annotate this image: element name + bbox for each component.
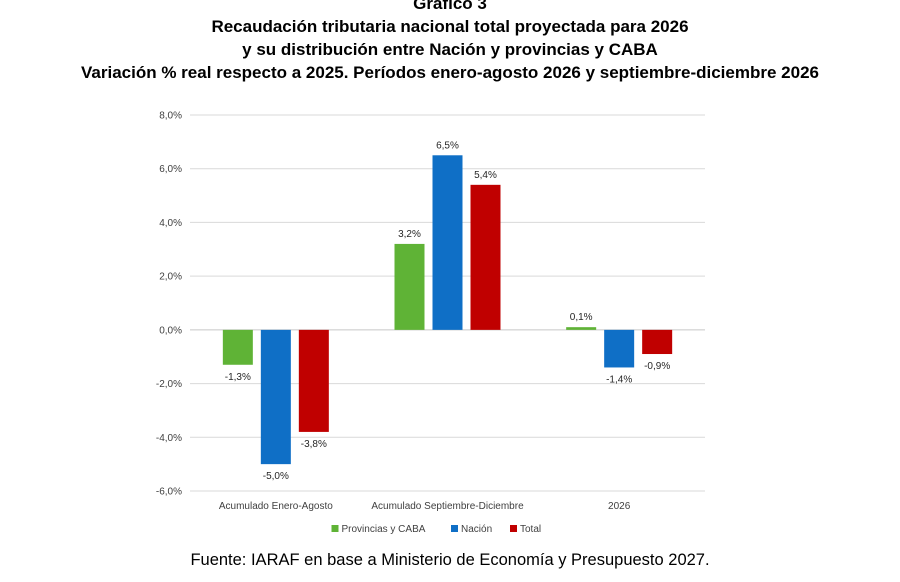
bar xyxy=(298,329,329,432)
legend-swatch xyxy=(451,525,458,532)
legend-swatch xyxy=(331,525,339,532)
bar xyxy=(604,329,635,368)
y-tick-label: 4,0% xyxy=(159,218,182,229)
bar xyxy=(394,243,425,330)
y-tick-label: 0,0% xyxy=(159,325,182,336)
y-tick-label: -4,0% xyxy=(156,433,182,444)
data-label: -1,4% xyxy=(606,374,632,385)
data-label: 3,2% xyxy=(398,229,421,240)
legend-label: Nación xyxy=(461,524,492,535)
bar xyxy=(566,327,597,330)
data-label: -5,0% xyxy=(263,471,289,482)
y-tick-label: -6,0% xyxy=(156,487,182,498)
legend-swatch xyxy=(510,525,517,532)
chart-title-line-2: y su distribución entre Nación y provinc… xyxy=(242,40,658,59)
chart-subtitle: Variación % real respecto a 2025. Períod… xyxy=(81,63,819,82)
legend-label: Total xyxy=(520,524,541,535)
y-tick-label: -2,0% xyxy=(156,379,182,390)
y-tick-label: 2,0% xyxy=(159,272,182,283)
data-label: 5,4% xyxy=(474,170,497,181)
data-label: -3,8% xyxy=(301,439,327,450)
y-tick-label: 6,0% xyxy=(159,164,182,175)
data-label: 0,1% xyxy=(570,312,593,323)
chart-titles: Gráfico 3 Recaudación tributaria naciona… xyxy=(0,0,900,84)
y-tick-label: 8,0% xyxy=(159,111,182,122)
x-tick-label: 2026 xyxy=(608,501,631,512)
legend-label: Provincias y CABA xyxy=(342,524,426,535)
data-label: -0,9% xyxy=(644,361,670,372)
bar xyxy=(432,155,463,330)
source-note: Fuente: IARAF en base a Ministerio de Ec… xyxy=(190,551,710,569)
data-label: -1,3% xyxy=(225,372,251,383)
data-label: 6,5% xyxy=(436,140,459,151)
bar xyxy=(642,329,673,355)
x-tick-label: Acumulado Enero-Agosto xyxy=(219,501,333,512)
x-tick-label: Acumulado Septiembre-Diciembre xyxy=(371,501,524,512)
chart-number: Gráfico 3 xyxy=(413,0,487,13)
bar xyxy=(260,329,291,465)
bar xyxy=(222,329,253,365)
bar xyxy=(470,184,501,330)
chart-title-line-1: Recaudación tributaria nacional total pr… xyxy=(211,17,689,36)
